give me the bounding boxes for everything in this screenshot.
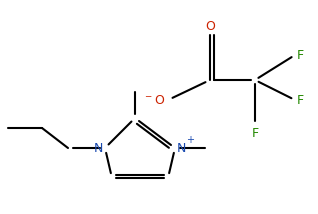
Text: O: O xyxy=(205,20,215,33)
Text: N: N xyxy=(93,141,103,155)
Text: F: F xyxy=(297,94,304,107)
Text: $^-$O: $^-$O xyxy=(143,94,165,107)
Text: N: N xyxy=(177,141,186,155)
Text: F: F xyxy=(252,127,259,140)
Text: F: F xyxy=(297,49,304,61)
Text: +: + xyxy=(186,135,194,145)
